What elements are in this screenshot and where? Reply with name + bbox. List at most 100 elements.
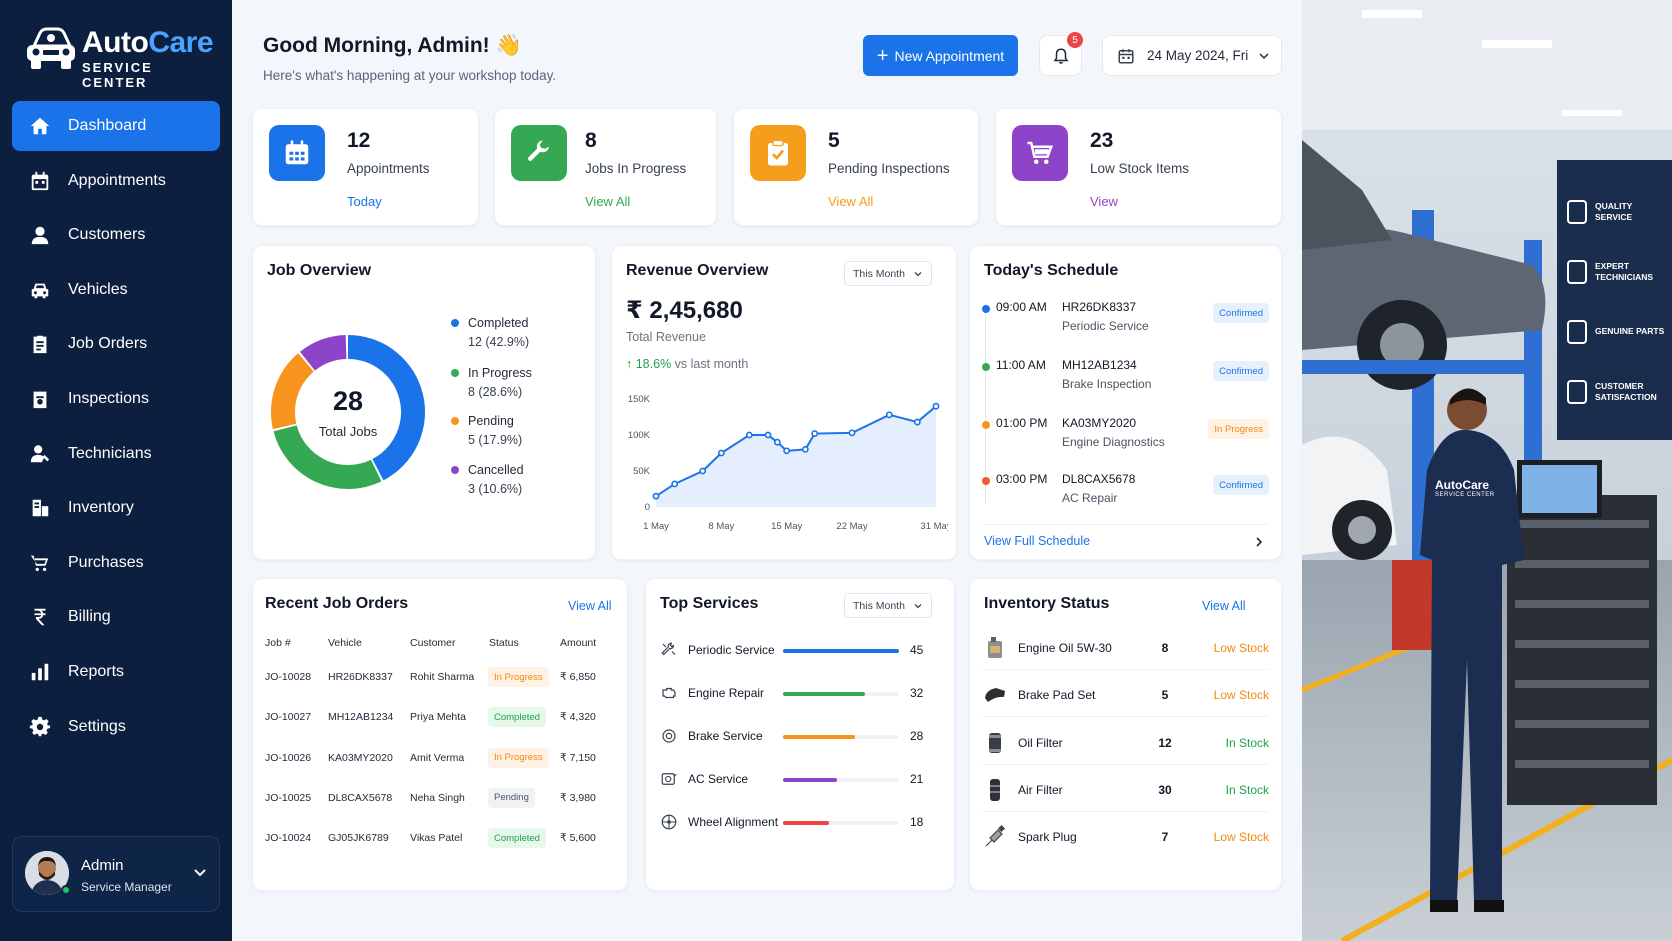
donut-slice-completed[interactable] [347, 335, 425, 481]
chevron-down-icon [1259, 52, 1269, 59]
revenue-point[interactable] [652, 492, 660, 500]
status-badge: In Progress [1208, 419, 1269, 439]
workshop-illustration [1302, 0, 1672, 941]
sidebar-item-dashboard[interactable]: Dashboard [12, 101, 220, 151]
engine-icon [662, 687, 676, 699]
revenue-point[interactable] [848, 429, 856, 437]
stock-status: Low Stock [1213, 688, 1269, 703]
user-icon [28, 223, 52, 247]
shirt-logo: AutoCare SERVICE CENTER [1435, 478, 1495, 498]
stat-card-appointments[interactable]: 12 Appointments Today [252, 108, 479, 226]
revenue-amount: ₹ 2,45,680 [626, 297, 743, 324]
notification-count-badge: 5 [1067, 32, 1083, 48]
revenue-point[interactable] [671, 480, 679, 488]
sidebar-item-vehicles[interactable]: Vehicles [12, 265, 220, 315]
revenue-area [656, 406, 936, 507]
x-tick-label: 31 May [920, 521, 948, 532]
sidebar-item-technicians[interactable]: Technicians [12, 429, 220, 479]
stat-card-pending-inspections[interactable]: 5 Pending Inspections View All [733, 108, 979, 226]
legend-value: 3 (10.6%) [468, 482, 523, 496]
sidebar-item-reports[interactable]: Reports [12, 647, 220, 697]
status-badge: Confirmed [1213, 475, 1269, 495]
sidebar-item-customers[interactable]: Customers [12, 210, 220, 260]
revenue-point[interactable] [699, 467, 707, 475]
status-badge: In Progress [488, 747, 549, 768]
ac-icon [661, 773, 677, 785]
row-divider [982, 669, 1269, 670]
chevron-down-icon[interactable] [193, 865, 207, 879]
services-period-value: This Month [853, 599, 905, 612]
legend-value: 12 (42.9%) [468, 335, 530, 349]
recent-jobs-view-all-link[interactable]: View All [568, 599, 612, 613]
service-bar-fill [783, 649, 899, 653]
service-name: AC Service [688, 772, 749, 786]
row-divider [982, 716, 1269, 718]
sidebar-item-label: Billing [68, 608, 111, 626]
sidebar-item-label: Technicians [68, 444, 152, 462]
stat-link-view[interactable]: View [1090, 194, 1118, 209]
sidebar: AutoCare SERVICE CENTER Dashboard Appoint… [0, 0, 232, 941]
stat-label: Appointments [347, 161, 430, 176]
revenue-point[interactable] [745, 431, 753, 439]
legend-label: Completed [468, 316, 529, 330]
table-cell-vehicle: MH12AB1234 [328, 711, 394, 724]
arrow-up-icon: ↑ [626, 357, 633, 371]
cart-icon [28, 551, 52, 575]
banner-icon [1567, 380, 1587, 404]
stat-link-view-all[interactable]: View All [585, 194, 631, 209]
brand-tagline: SERVICE CENTER [82, 60, 153, 90]
selected-date: 24 May 2024, Fri [1147, 48, 1249, 63]
inventory-view-all-link[interactable]: View All [1202, 599, 1246, 613]
user-profile-card[interactable]: Admin Service Manager [12, 836, 220, 912]
table-cell-vehicle: HR26DK8337 [328, 671, 393, 683]
new-appointment-button[interactable]: + New Appointment [863, 35, 1018, 76]
sidebar-item-inventory[interactable]: Inventory [12, 483, 220, 533]
revenue-point[interactable] [801, 446, 809, 453]
date-picker[interactable]: 24 May 2024, Fri [1102, 35, 1282, 76]
calendar-icon [28, 169, 52, 193]
stat-card-low-stock[interactable]: 23 Low Stock Items View [995, 108, 1282, 226]
table-cell-customer: Rohit Sharma [410, 671, 475, 683]
clipboard-check-icon [750, 125, 806, 181]
sidebar-item-appointments[interactable]: Appointments [12, 156, 220, 206]
revenue-point[interactable] [783, 447, 791, 455]
sidebar-item-job-orders[interactable]: Job Orders [12, 319, 220, 369]
revenue-point[interactable] [773, 438, 781, 446]
stat-label: Pending Inspections [828, 161, 950, 176]
revenue-point[interactable] [764, 431, 772, 439]
donut-slice-in-progress[interactable] [273, 424, 382, 489]
stat-value: 12 [347, 129, 371, 152]
stat-card-jobs-in-progress[interactable]: 8 Jobs In Progress View All [494, 108, 717, 226]
stat-link-today[interactable]: Today [347, 194, 382, 209]
y-tick-label: 50K [633, 466, 651, 477]
revenue-point[interactable] [885, 411, 893, 419]
services-period-select[interactable]: This Month [844, 593, 932, 618]
donut-slice-cancelled[interactable] [299, 335, 347, 371]
row-divider [982, 810, 1269, 812]
revenue-period-select[interactable]: This Month [844, 261, 932, 286]
revenue-point[interactable] [717, 449, 725, 457]
notifications-button[interactable]: 5 [1039, 32, 1083, 76]
sidebar-item-purchases[interactable]: Purchases [12, 538, 220, 588]
donut-slice-pending[interactable] [271, 353, 315, 430]
stat-link-view-all[interactable]: View All [828, 194, 874, 209]
sidebar-item-settings[interactable]: Settings [12, 702, 220, 752]
view-full-schedule-link[interactable]: View Full Schedule [984, 534, 1091, 548]
banner-icon [1567, 200, 1587, 224]
sidebar-item-inspections[interactable]: Inspections [12, 374, 220, 424]
oil-can-icon [988, 637, 1002, 658]
table-cell-customer: Amit Verma [410, 751, 465, 764]
inventory-qty: 7 [1161, 830, 1169, 845]
banner-icon [1567, 320, 1587, 344]
stat-label: Jobs In Progress [585, 161, 687, 176]
brand-name: AutoCare [82, 26, 214, 59]
revenue-point[interactable] [913, 418, 921, 426]
revenue-point[interactable] [932, 402, 940, 410]
brand-logo[interactable]: AutoCare SERVICE CENTER [24, 22, 214, 90]
revenue-point[interactable] [811, 430, 819, 437]
oil-filter-icon [989, 732, 1001, 753]
chevron-right-icon[interactable] [1253, 536, 1265, 548]
sidebar-item-billing[interactable]: Billing [12, 592, 220, 642]
schedule-time: 01:00 PM [996, 416, 1048, 430]
sidebar-item-label: Vehicles [68, 280, 128, 298]
